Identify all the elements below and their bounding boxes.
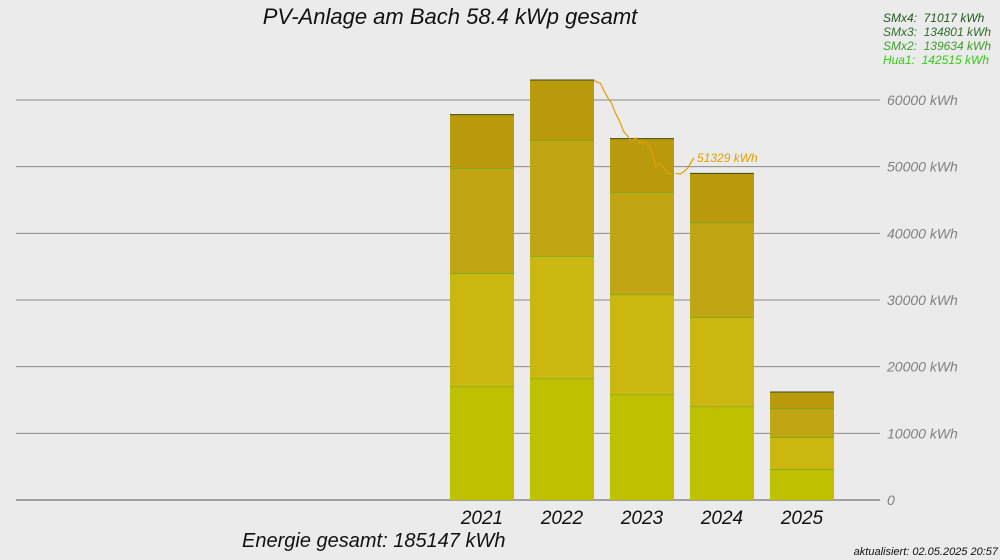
y-tick-label-0: 0 — [887, 492, 895, 508]
y-tick-label-40000: 40000 kWh — [887, 225, 958, 241]
y-tick-label-10000: 10000 kWh — [887, 425, 958, 441]
bar-2021-smx3 — [450, 168, 514, 274]
bar-2022-smx3 — [530, 140, 594, 256]
rolling-line-segment-0 — [593, 79, 672, 175]
bar-2025-smx3 — [770, 408, 834, 438]
x-tick-label-2023: 2023 — [620, 508, 664, 529]
updated-timestamp: aktualisiert: 02.05.2025 20:57 — [853, 546, 998, 558]
chart-title: PV-Anlage am Bach 58.4 kWp gesamt — [262, 4, 638, 29]
legend-entry-smx2: SMx2: 139634 kWh — [882, 39, 991, 53]
x-tick-label-2022: 2022 — [540, 508, 584, 529]
bar-2023-smx4 — [610, 138, 674, 192]
legend: SMx4: 71017 kWh SMx3: 134801 kWh SMx2: 1… — [883, 11, 991, 67]
bar-2021-smx4 — [450, 114, 514, 168]
bar-2025-smx2 — [770, 437, 834, 470]
bar-2023-smx2 — [610, 294, 674, 395]
y-tick-label-50000: 50000 kWh — [887, 159, 958, 175]
x-tick-label-2025: 2025 — [780, 508, 824, 529]
rolling-line-segment-1 — [675, 157, 695, 175]
y-tick-label-60000: 60000 kWh — [887, 92, 958, 108]
bar-2023-smx3 — [610, 192, 674, 295]
legend-entry-smx4: SMx4: 71017 kWh — [882, 11, 985, 25]
bar-2022-hua1 — [530, 378, 594, 500]
y-tick-label-30000: 30000 kWh — [887, 292, 958, 308]
bar-2023-hua1 — [610, 394, 674, 500]
bar-2022-smx4 — [530, 80, 594, 140]
total-energy-label: Energie gesamt: 185147 kWh — [242, 530, 506, 552]
x-tick-label-2024: 2024 — [700, 508, 743, 529]
y-tick-labels: 0 10000 kWh 20000 kWh 30000 kWh 40000 kWh 500… — [886, 92, 958, 508]
bar-2025-smx4 — [770, 392, 834, 409]
y-tick-label-20000: 20000 kWh — [886, 359, 958, 375]
x-tick-labels: 2021 2022 2023 2024 2025 — [460, 508, 824, 529]
legend-entry-hua1: Hua1: 142515 kWh — [882, 53, 990, 67]
rolling-line: 51329 kWh — [593, 79, 758, 409]
bar-2022-smx2 — [530, 256, 594, 379]
legend-entry-smx3: SMx3: 134801 kWh — [882, 25, 991, 39]
x-tick-label-2021: 2021 — [460, 508, 503, 529]
bar-2024-hua1 — [690, 406, 754, 500]
bar-2024-smx2 — [690, 317, 754, 407]
bar-2021-hua1 — [450, 386, 514, 500]
bar-2024-smx4 — [690, 173, 754, 223]
bar-2025-hua1 — [770, 469, 834, 500]
bar-2021-smx2 — [450, 273, 514, 387]
bars — [450, 79, 834, 500]
bar-2024-smx3 — [690, 222, 754, 318]
rolling-line-value-label: 51329 kWh — [697, 151, 758, 165]
